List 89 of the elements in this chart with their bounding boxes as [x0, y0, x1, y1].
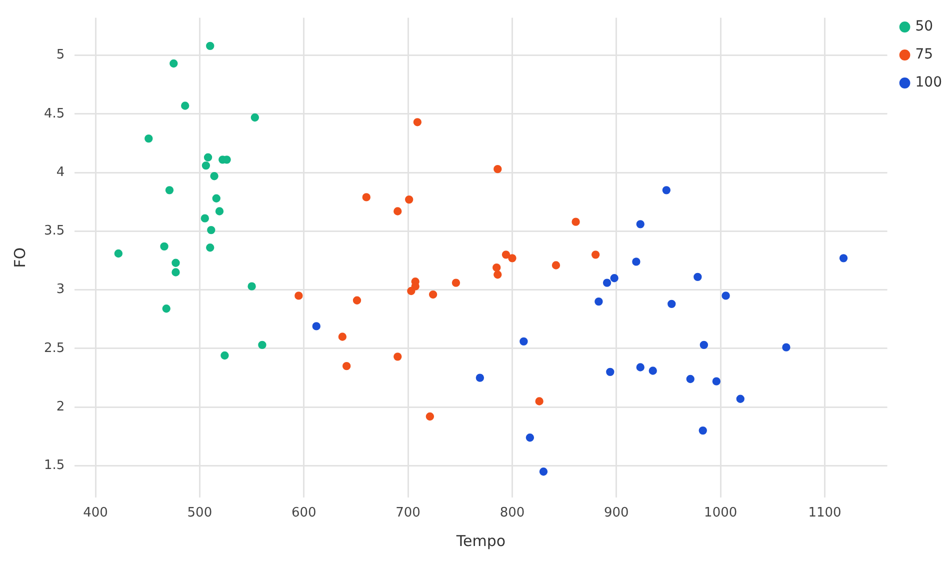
y-tick-label: 4: [56, 164, 65, 180]
point: [206, 244, 214, 252]
x-tick-label: 800: [500, 506, 525, 521]
point: [594, 297, 603, 306]
point: [494, 270, 502, 279]
point: [114, 249, 123, 258]
y-tick-label: 3: [56, 282, 65, 298]
point: [220, 351, 229, 360]
point: [539, 468, 548, 476]
point: [712, 377, 721, 386]
point: [452, 278, 460, 287]
point: [694, 272, 702, 282]
point: [165, 186, 174, 194]
point: [508, 254, 516, 262]
point: [394, 352, 402, 361]
point: [338, 332, 347, 341]
point: [700, 340, 708, 350]
point: [572, 218, 580, 226]
point: [362, 193, 370, 202]
point: [294, 292, 303, 300]
point: [782, 343, 790, 352]
legend-label: 50: [915, 18, 934, 35]
point: [394, 207, 402, 216]
point: [686, 374, 694, 384]
point: [342, 362, 351, 370]
point: [404, 195, 414, 204]
point: [428, 290, 438, 299]
point: [162, 304, 170, 313]
point: [207, 226, 216, 234]
point: [526, 433, 534, 442]
x-tick-label: 700: [396, 506, 420, 521]
point: [494, 164, 502, 174]
point: [662, 186, 671, 194]
point: [172, 258, 180, 267]
point: [248, 282, 256, 290]
point: [144, 134, 153, 143]
y-tick-label: 2.5: [44, 340, 65, 356]
point: [210, 172, 218, 180]
point: [407, 286, 416, 296]
x-axis-title: Tempo: [455, 532, 506, 550]
point: [202, 161, 210, 170]
point: [636, 220, 644, 228]
point: [668, 300, 676, 308]
point: [206, 42, 214, 50]
point: [722, 292, 730, 300]
point: [413, 118, 422, 126]
point: [312, 322, 320, 330]
point: [170, 59, 178, 68]
x-tick-label: 400: [83, 506, 108, 521]
point: [520, 337, 528, 346]
point: [636, 363, 644, 372]
y-tick-label: 4.5: [44, 106, 65, 122]
y-tick-label: 2: [56, 399, 65, 414]
point: [426, 412, 434, 421]
y-tick-label: 5: [56, 48, 65, 63]
point: [606, 368, 614, 376]
point: [204, 153, 212, 162]
point: [698, 426, 707, 435]
point: [172, 268, 180, 276]
point: [250, 113, 260, 122]
point: [160, 242, 168, 251]
point: [212, 194, 220, 202]
point: [200, 214, 209, 222]
y-tick-label: 3.5: [44, 224, 65, 239]
point: [602, 278, 612, 287]
x-tick-label: 900: [604, 506, 629, 521]
y-tick-label: 1.5: [44, 458, 65, 474]
x-tick-label: 500: [187, 506, 212, 521]
point: [215, 207, 224, 216]
x-tick-label: 600: [291, 506, 316, 521]
y-axis-title: FO: [10, 247, 29, 268]
point: [839, 254, 848, 262]
point: [258, 340, 266, 350]
point: [610, 274, 618, 282]
point: [502, 250, 510, 259]
legend-label: 100: [915, 74, 942, 91]
point: [492, 263, 501, 272]
x-tick-label: 1100: [808, 506, 842, 521]
point: [552, 261, 560, 270]
point: [181, 102, 190, 110]
legend-label: 75: [915, 46, 934, 63]
x-tick-label: 1000: [704, 506, 738, 521]
point: [476, 374, 484, 382]
point: [535, 397, 544, 406]
point: [648, 366, 657, 375]
point: [736, 394, 744, 403]
point: [591, 250, 600, 259]
point: [352, 296, 362, 304]
point: [632, 258, 640, 266]
